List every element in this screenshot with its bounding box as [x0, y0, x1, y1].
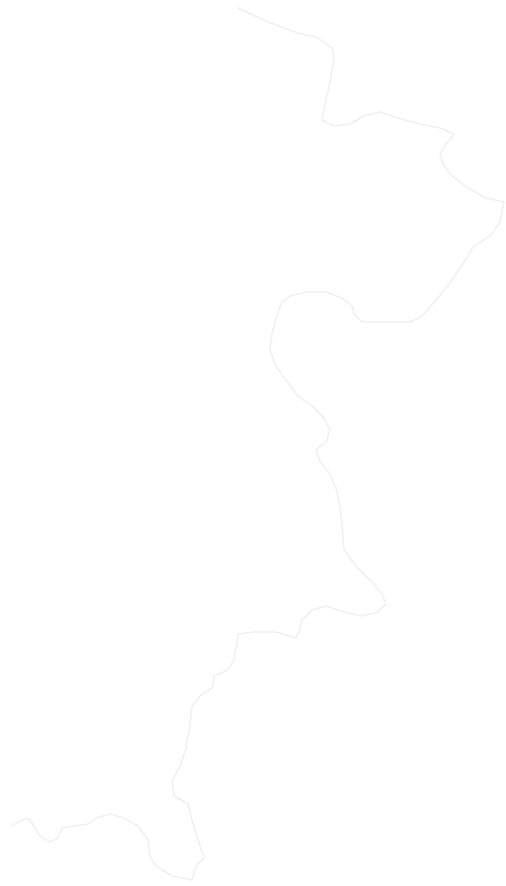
border-line — [11, 7, 505, 881]
